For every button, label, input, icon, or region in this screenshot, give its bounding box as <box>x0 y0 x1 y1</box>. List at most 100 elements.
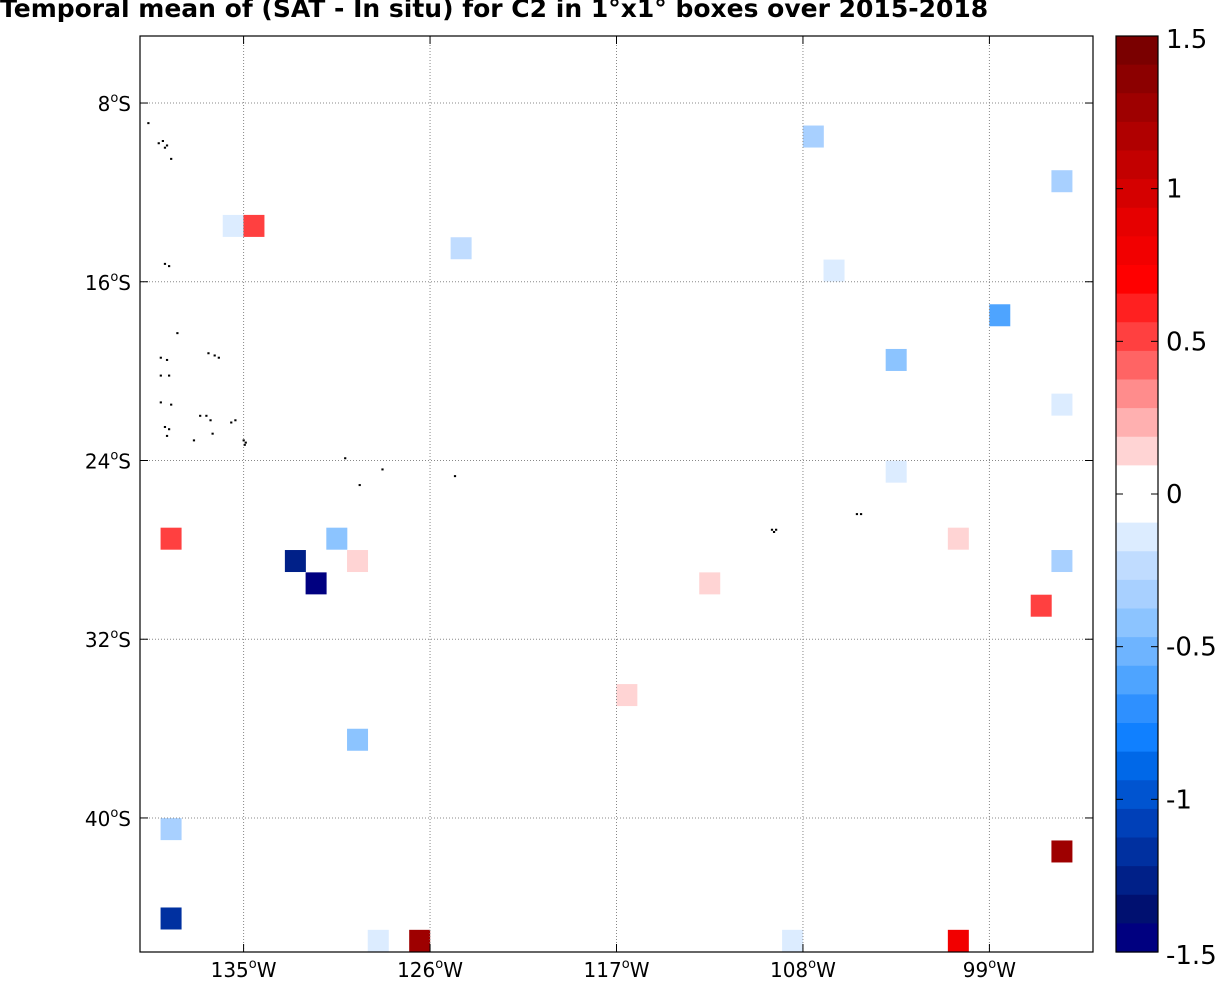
island-mark <box>147 122 150 125</box>
data-cell <box>326 527 348 550</box>
x-tick-label: 126oW <box>397 957 463 982</box>
axis-ticks-layer: 135oW 126oW 117oW 108oW 99oW 8oS 16oS 24oS 32oS 4… <box>85 36 1093 982</box>
island-mark <box>165 358 169 361</box>
colorbar-tick-label: 1.5 <box>1166 25 1207 55</box>
colorbar-segment <box>1116 808 1158 839</box>
data-cell <box>885 348 907 371</box>
data-cell <box>409 929 431 952</box>
island-mark <box>855 513 859 516</box>
island-mark <box>217 356 220 359</box>
colorbar-segment <box>1116 751 1158 781</box>
x-tick-label: 108oW <box>770 957 836 982</box>
y-tick-label: 8oS <box>98 91 131 116</box>
colorbar-tick-label: -0.5 <box>1166 633 1217 663</box>
colorbar-segment <box>1116 665 1158 695</box>
island-mark <box>775 528 778 531</box>
island-mark <box>168 265 171 268</box>
colorbar-segment <box>1116 494 1158 524</box>
data-cell <box>616 684 638 707</box>
y-tick-label: 32oS <box>85 627 131 652</box>
island-mark <box>381 468 384 471</box>
y-tick-label: 24oS <box>85 448 131 473</box>
data-cell <box>1051 840 1073 863</box>
data-cell <box>885 460 907 483</box>
data-cell <box>160 818 182 841</box>
colorbar-segment <box>1116 723 1158 753</box>
colorbar-segment <box>1116 522 1158 552</box>
island-mark <box>159 374 162 377</box>
land-layer <box>147 122 863 533</box>
data-cell <box>1051 550 1073 573</box>
colorbar-tick-label: -1.5 <box>1166 941 1217 971</box>
island-mark <box>453 475 457 478</box>
colorbar-segment <box>1116 694 1158 724</box>
colorbar-segment <box>1116 637 1158 667</box>
island-mark <box>163 146 167 149</box>
data-cell <box>284 550 306 573</box>
island-mark <box>199 414 202 417</box>
data-cell <box>989 304 1011 327</box>
x-tick-label: 99oW <box>963 957 1016 982</box>
colorbar-segment <box>1116 579 1158 610</box>
colorbar-tick-label: 0 <box>1166 480 1183 510</box>
island-mark <box>213 354 216 357</box>
data-cell <box>823 259 845 282</box>
island-mark <box>165 434 169 437</box>
colorbar-segment <box>1116 837 1158 867</box>
colorbar-segment <box>1116 293 1158 323</box>
colorbar-segment <box>1116 551 1158 581</box>
data-cell <box>1051 393 1073 416</box>
island-mark <box>230 421 233 424</box>
colorbar-segment <box>1116 265 1158 295</box>
colorbar-segment <box>1116 36 1158 66</box>
data-cell <box>367 929 389 952</box>
island-mark <box>243 443 246 446</box>
island-mark <box>358 484 361 487</box>
island-mark <box>163 262 167 265</box>
colorbar-segment <box>1116 179 1158 209</box>
y-tick-label: 40oS <box>85 806 131 831</box>
island-mark <box>772 530 776 533</box>
colorbar: 1.5 1 0.5 0 -0.5 -1 -1.5 <box>1115 25 1217 971</box>
colorbar-tick-label: 0.5 <box>1166 327 1207 357</box>
island-mark <box>344 457 347 460</box>
data-cell <box>782 929 804 952</box>
data-cell <box>1030 594 1052 617</box>
data-cell <box>1051 170 1073 193</box>
data-cells-layer <box>160 36 1093 952</box>
data-cell <box>222 214 244 237</box>
colorbar-segment <box>1116 322 1158 352</box>
data-cell <box>160 527 182 550</box>
island-mark <box>176 332 179 335</box>
colorbar-tick-label: 1 <box>1166 175 1183 205</box>
island-mark <box>244 441 247 444</box>
x-tick-label: 135oW <box>211 957 277 982</box>
island-mark <box>205 414 208 417</box>
island-mark <box>157 142 160 145</box>
data-cell <box>347 728 369 751</box>
colorbar-segment <box>1116 121 1158 152</box>
colorbar-segment <box>1116 408 1158 438</box>
data-cell <box>243 214 265 237</box>
data-cell <box>947 929 969 952</box>
data-cell <box>802 125 824 148</box>
colorbar-segment <box>1116 436 1158 466</box>
island-mark <box>234 419 237 422</box>
colorbar-segment <box>1116 350 1158 381</box>
data-cell <box>160 907 182 930</box>
colorbar-tick-label: -1 <box>1166 785 1192 815</box>
island-mark <box>161 140 164 143</box>
y-tick-label: 16oS <box>85 270 131 295</box>
colorbar-segment <box>1116 866 1158 896</box>
x-tick-label: 117oW <box>584 957 650 982</box>
colorbar-segment <box>1116 465 1158 495</box>
colorbar-segment <box>1116 236 1158 266</box>
colorbar-segment <box>1116 150 1158 180</box>
plot-frame <box>139 35 1094 953</box>
island-mark <box>159 401 162 404</box>
island-mark <box>168 374 171 377</box>
colorbar-segment <box>1116 207 1158 237</box>
island-mark <box>163 425 167 428</box>
island-mark <box>192 439 196 442</box>
colorbar-segment <box>1116 608 1158 638</box>
